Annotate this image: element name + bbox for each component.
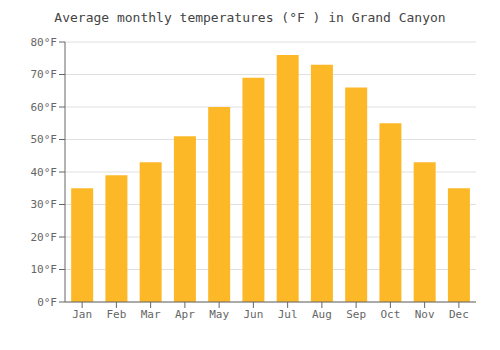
svg-text:Jan: Jan [72, 308, 92, 321]
svg-text:70°F: 70°F [31, 68, 58, 81]
svg-text:40°F: 40°F [31, 166, 58, 179]
svg-text:30°F: 30°F [31, 198, 58, 211]
svg-text:Jun: Jun [243, 308, 263, 321]
svg-text:10°F: 10°F [31, 263, 58, 276]
svg-text:80°F: 80°F [31, 36, 58, 49]
svg-text:60°F: 60°F [31, 101, 58, 114]
svg-text:May: May [209, 308, 229, 321]
svg-text:Jul: Jul [278, 308, 298, 321]
svg-text:Oct: Oct [380, 308, 400, 321]
html-text:Average monthly temperatures (: Average monthly temperatures (°F ) in Gr… [54, 10, 446, 25]
svg-text:Apr: Apr [175, 308, 195, 321]
svg-text:Mar: Mar [141, 308, 161, 321]
svg-text:Aug: Aug [312, 308, 332, 321]
svg-text:50°F: 50°F [31, 133, 58, 146]
svg-text:Sep: Sep [346, 308, 366, 321]
svg-text:20°F: 20°F [31, 231, 58, 244]
svg-text:Nov: Nov [415, 308, 435, 321]
svg-text:Feb: Feb [106, 308, 126, 321]
svg-text:0°F: 0°F [37, 296, 57, 309]
svg-text:Dec: Dec [449, 308, 469, 321]
